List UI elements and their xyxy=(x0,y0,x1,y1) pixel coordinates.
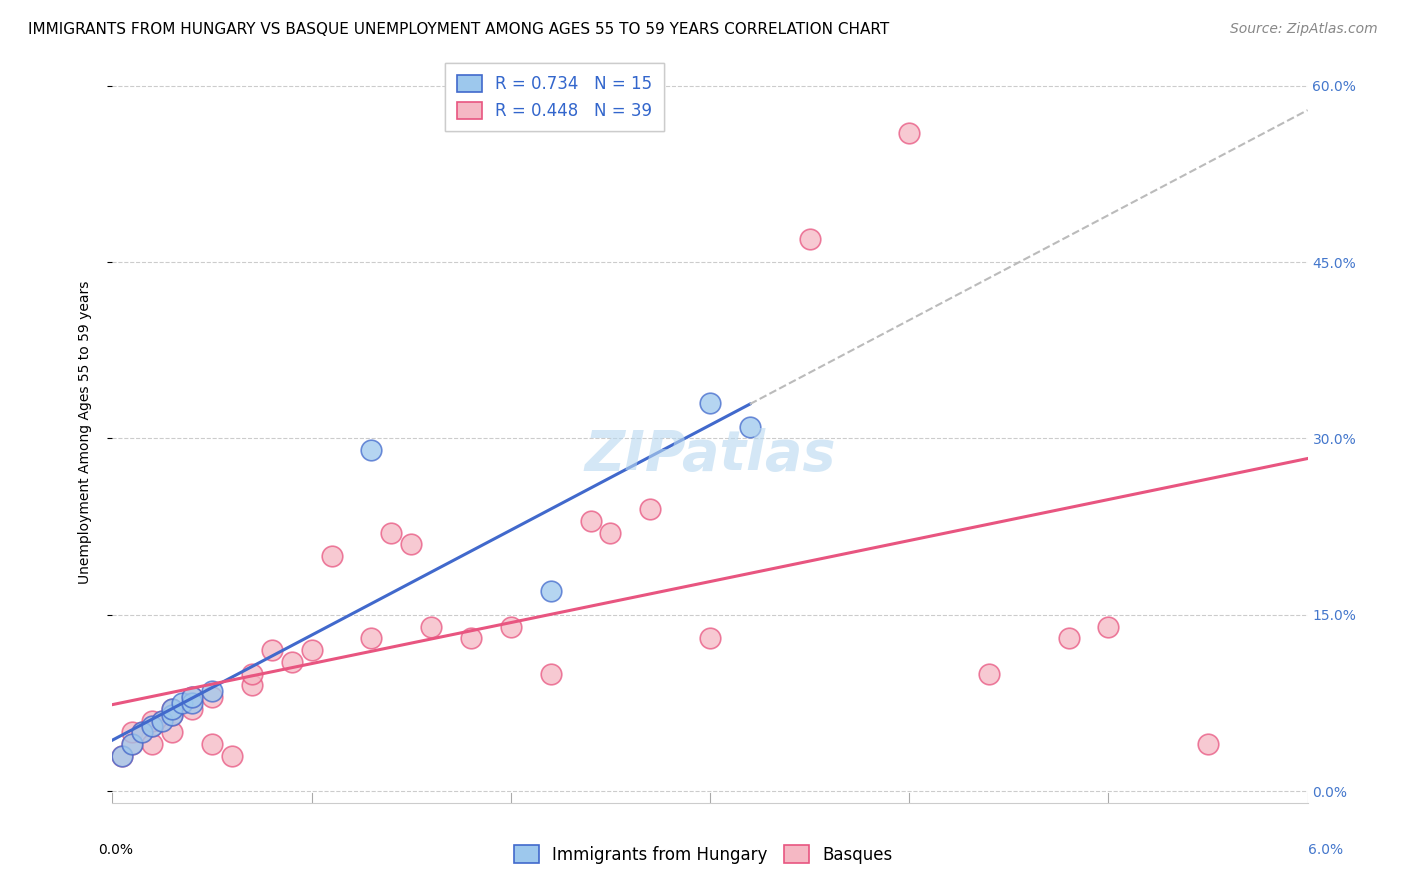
Point xyxy=(1097,619,1119,633)
Legend: Immigrants from Hungary, Basques: Immigrants from Hungary, Basques xyxy=(506,838,900,871)
Point xyxy=(579,514,602,528)
Point xyxy=(699,396,721,410)
Point xyxy=(540,584,562,599)
Point xyxy=(401,537,423,551)
Point xyxy=(121,737,143,751)
Point xyxy=(111,748,134,763)
Point xyxy=(162,702,183,716)
Point xyxy=(201,737,224,751)
Point xyxy=(301,643,323,657)
Point xyxy=(150,714,173,728)
Point xyxy=(221,748,243,763)
Text: IMMIGRANTS FROM HUNGARY VS BASQUE UNEMPLOYMENT AMONG AGES 55 TO 59 YEARS CORRELA: IMMIGRANTS FROM HUNGARY VS BASQUE UNEMPL… xyxy=(28,22,890,37)
Legend: R = 0.734   N = 15, R = 0.448   N = 39: R = 0.734 N = 15, R = 0.448 N = 39 xyxy=(446,63,664,131)
Point xyxy=(360,443,382,458)
Point xyxy=(121,737,143,751)
Point xyxy=(240,666,263,681)
Text: ZIPatlas: ZIPatlas xyxy=(585,428,835,482)
Point xyxy=(799,232,821,246)
Point xyxy=(131,725,153,739)
Point xyxy=(540,666,562,681)
Point xyxy=(162,707,183,722)
Y-axis label: Unemployment Among Ages 55 to 59 years: Unemployment Among Ages 55 to 59 years xyxy=(77,281,91,584)
Point xyxy=(1197,737,1219,751)
Point xyxy=(460,632,482,646)
Text: 0.0%: 0.0% xyxy=(98,843,134,857)
Point xyxy=(141,714,163,728)
Point xyxy=(181,696,204,710)
Point xyxy=(240,678,263,692)
Point xyxy=(499,619,522,633)
Point xyxy=(131,725,153,739)
Point xyxy=(260,643,283,657)
Point xyxy=(699,632,721,646)
Text: 6.0%: 6.0% xyxy=(1308,843,1343,857)
Point xyxy=(141,737,163,751)
Point xyxy=(121,725,143,739)
Text: Source: ZipAtlas.com: Source: ZipAtlas.com xyxy=(1230,22,1378,37)
Point xyxy=(150,714,173,728)
Point xyxy=(977,666,1000,681)
Point xyxy=(321,549,343,563)
Point xyxy=(172,696,194,710)
Point xyxy=(181,702,204,716)
Point xyxy=(181,690,204,704)
Point xyxy=(420,619,443,633)
Point xyxy=(141,719,163,733)
Point xyxy=(162,725,183,739)
Point xyxy=(162,707,183,722)
Point xyxy=(201,684,224,698)
Point xyxy=(360,632,382,646)
Point xyxy=(181,690,204,704)
Point xyxy=(640,502,662,516)
Point xyxy=(141,719,163,733)
Point xyxy=(738,419,761,434)
Point xyxy=(898,126,921,140)
Point xyxy=(1057,632,1080,646)
Point xyxy=(162,702,183,716)
Point xyxy=(380,525,402,540)
Point xyxy=(111,748,134,763)
Point xyxy=(599,525,621,540)
Point xyxy=(201,690,224,704)
Point xyxy=(281,655,304,669)
